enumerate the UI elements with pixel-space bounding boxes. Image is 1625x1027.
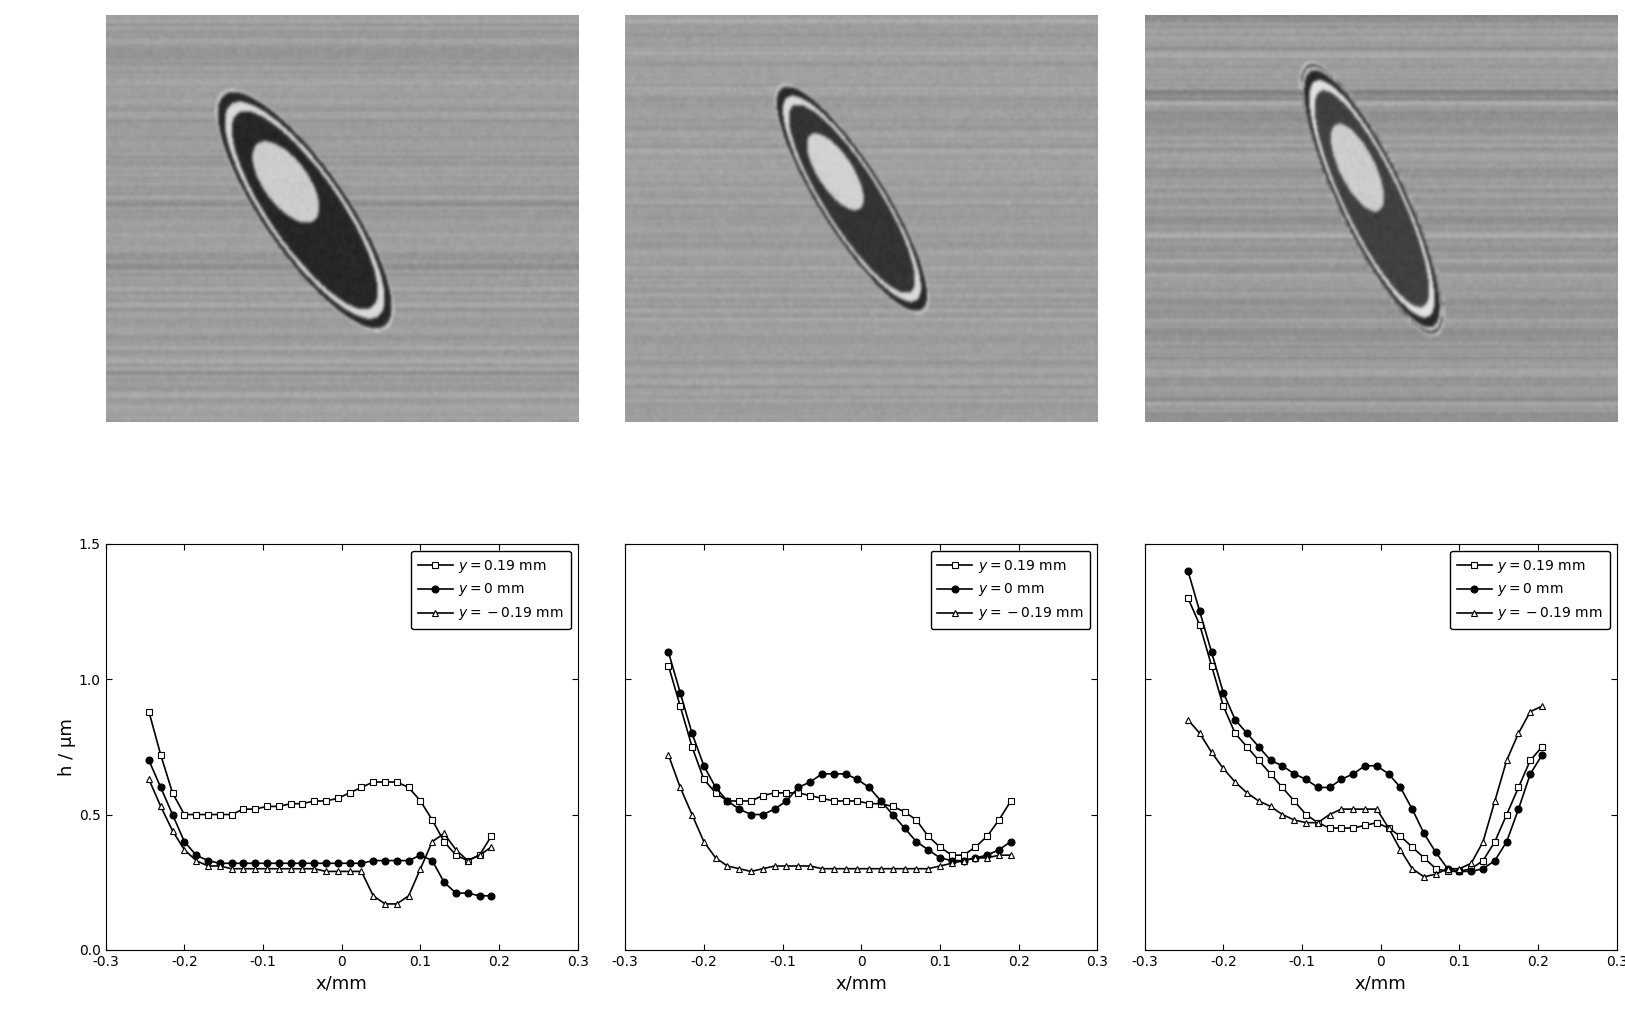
Legend: $y = 0.19$ mm, $y = 0$ mm, $y = -0.19$ mm: $y = 0.19$ mm, $y = 0$ mm, $y = -0.19$ m… [1450,550,1610,630]
Legend: $y = 0.19$ mm, $y = 0$ mm, $y = -0.19$ mm: $y = 0.19$ mm, $y = 0$ mm, $y = -0.19$ m… [411,550,570,630]
Legend: $y = 0.19$ mm, $y = 0$ mm, $y = -0.19$ mm: $y = 0.19$ mm, $y = 0$ mm, $y = -0.19$ m… [931,550,1090,630]
X-axis label: x/mm: x/mm [315,975,367,992]
X-axis label: x/mm: x/mm [1355,975,1407,992]
X-axis label: x/mm: x/mm [835,975,887,992]
Y-axis label: h / μm: h / μm [58,718,76,775]
